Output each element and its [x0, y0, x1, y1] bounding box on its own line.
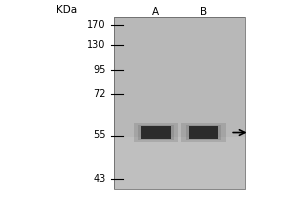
Bar — [141, 126, 171, 139]
Text: KDa: KDa — [56, 5, 77, 15]
Bar — [189, 126, 218, 139]
Bar — [138, 125, 174, 140]
Bar — [181, 123, 226, 142]
Text: 72: 72 — [93, 89, 105, 99]
Text: 95: 95 — [93, 65, 105, 75]
Bar — [114, 17, 245, 189]
Text: A: A — [152, 7, 160, 17]
Text: 55: 55 — [93, 130, 105, 140]
Bar — [186, 125, 221, 140]
Bar — [114, 17, 245, 189]
Text: 170: 170 — [87, 20, 105, 30]
Text: 43: 43 — [93, 174, 105, 184]
Bar — [114, 137, 245, 189]
Text: B: B — [200, 7, 207, 17]
Bar — [134, 123, 178, 142]
Text: 130: 130 — [87, 40, 105, 50]
